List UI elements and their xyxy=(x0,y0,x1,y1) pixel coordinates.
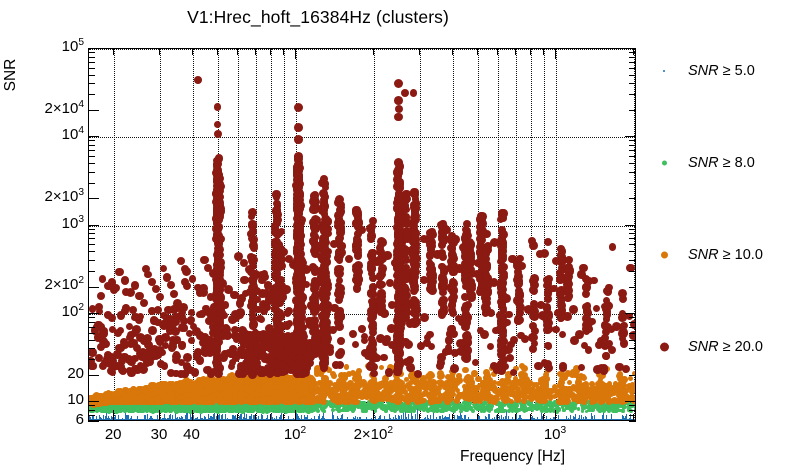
snr8-point xyxy=(100,409,104,413)
snr5-spike xyxy=(330,420,331,421)
snr5-spike xyxy=(365,420,366,421)
plot-title: V1:Hrec_hoft_16384Hz (clusters) xyxy=(0,7,636,28)
snr8-point xyxy=(362,409,366,413)
snr8-point xyxy=(377,403,382,408)
snr5-spike xyxy=(284,420,285,421)
snr5-spike xyxy=(397,420,398,421)
snr8-point xyxy=(361,405,364,408)
snr5-spike xyxy=(313,420,314,421)
snr8-point xyxy=(418,408,421,411)
snr5-spike xyxy=(383,420,384,421)
snr5-spike xyxy=(335,420,336,421)
snr5-spike xyxy=(153,420,154,421)
snr8-point xyxy=(148,408,152,412)
x-axis-title: Frequency [Hz] xyxy=(460,448,565,466)
data-layer xyxy=(89,49,635,420)
snr8-point xyxy=(344,408,347,411)
snr8-point xyxy=(224,410,227,413)
snr8-point xyxy=(211,405,214,408)
snr8-point xyxy=(496,408,500,412)
snr5-spike xyxy=(595,420,596,421)
snr8-point xyxy=(203,406,207,410)
snr8-point xyxy=(173,407,177,411)
snr8-point xyxy=(621,409,624,412)
snr5-spike xyxy=(317,420,318,421)
snr5-spike xyxy=(348,420,349,421)
snr5-spike xyxy=(370,421,371,422)
snr8-point xyxy=(331,408,335,412)
snr5-spike xyxy=(331,421,332,422)
snr5-spike xyxy=(538,420,539,421)
snr8-point xyxy=(393,409,397,413)
snr5-spike xyxy=(278,421,279,422)
snr8-point xyxy=(444,408,448,412)
snr8-point xyxy=(581,409,584,412)
snr8-point xyxy=(243,406,247,410)
snr5-baseline-band xyxy=(89,419,635,421)
snr8-point xyxy=(604,407,608,411)
snr8-point xyxy=(266,409,270,413)
snr8-point xyxy=(434,405,438,409)
snr5-spike xyxy=(548,420,549,421)
snr8-point xyxy=(275,410,279,414)
snr5-spike xyxy=(136,420,137,421)
snr8-point xyxy=(310,409,313,412)
snr8-point xyxy=(123,409,127,413)
snr5-spike xyxy=(302,420,303,421)
snr8-point xyxy=(584,406,587,409)
plot-frame xyxy=(88,48,636,421)
snr8-point xyxy=(500,409,504,413)
snr8-point xyxy=(316,409,320,413)
snr8-point xyxy=(536,406,539,409)
snr5-spike xyxy=(473,421,474,422)
snr8-point xyxy=(398,405,402,409)
snr8-point xyxy=(518,408,521,411)
snr5-spike xyxy=(231,420,232,421)
snr8-point xyxy=(426,408,430,412)
snr8-point xyxy=(523,407,527,411)
snr8-point xyxy=(577,407,580,410)
snr8-point xyxy=(274,405,278,409)
snr8-point xyxy=(207,409,211,413)
snr8-point xyxy=(298,409,302,413)
snr5-spike xyxy=(161,420,162,421)
snr5-spike xyxy=(559,420,560,421)
snr5-spike xyxy=(567,420,568,421)
snr8-point xyxy=(585,410,588,413)
snr8-point xyxy=(287,409,291,413)
snr5-spike xyxy=(416,420,417,421)
snr8-point xyxy=(161,405,165,409)
snr5-spike xyxy=(410,420,411,421)
snr5-spike xyxy=(120,420,121,421)
snr8-point xyxy=(501,405,504,408)
snr5-spike xyxy=(129,420,130,421)
plot-canvas: V1:Hrec_hoft_16384Hz (clusters) SNR Freq… xyxy=(0,0,805,472)
snr8-point xyxy=(476,404,479,407)
